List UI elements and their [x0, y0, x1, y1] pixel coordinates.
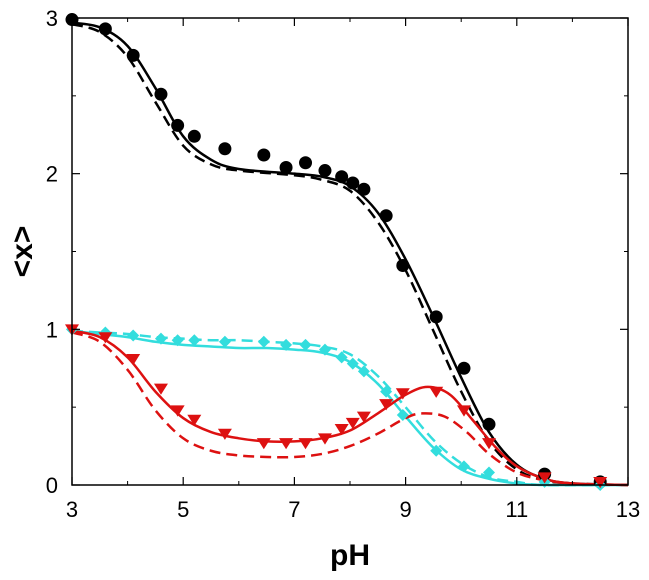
data-point-series-0 [429, 310, 443, 324]
x-tick-label: 7 [288, 497, 300, 522]
tick-labels: 3 5 7 9 11 13 0 1 2 3 [46, 6, 640, 522]
data-point-series-0 [335, 170, 349, 184]
data-point-series-1 [346, 357, 359, 370]
data-point-series-2 [429, 386, 444, 398]
x-tick-label: 3 [66, 497, 78, 522]
data-point-series-1 [335, 351, 348, 364]
data-point-series-2 [395, 388, 410, 400]
data-point-series-0 [98, 22, 112, 36]
data-point-series-2 [379, 399, 394, 411]
data-point-series-0 [396, 259, 410, 273]
data-point-series-2 [298, 438, 313, 450]
dashed-fit-line-series-1 [71, 329, 629, 487]
y-tick-label: 2 [46, 162, 58, 187]
data-point-series-1 [218, 335, 231, 348]
data-point-series-0 [171, 118, 185, 132]
data-point-series-1 [457, 460, 470, 473]
data-points [65, 13, 608, 491]
y-tick-label: 1 [46, 317, 58, 342]
solid-fit-line-series-2 [71, 329, 629, 487]
data-point-series-2 [98, 332, 113, 344]
data-point-series-1 [430, 444, 443, 457]
data-point-series-0 [457, 361, 471, 375]
data-point-series-2 [187, 414, 202, 426]
data-point-series-2 [593, 476, 608, 489]
data-point-series-0 [218, 142, 232, 156]
data-point-series-2 [356, 411, 371, 423]
data-point-series-2 [317, 433, 332, 445]
data-point-series-1 [280, 338, 293, 351]
data-point-series-1 [483, 466, 495, 479]
x-axis-title: pH [330, 539, 370, 572]
x-tick-label: 9 [399, 497, 411, 522]
data-point-series-0 [279, 160, 293, 174]
y-axis-title: <x> [6, 226, 39, 278]
x-tick-label: 11 [505, 497, 528, 522]
data-point-series-2 [279, 438, 294, 450]
data-point-series-1 [318, 343, 331, 356]
data-point-series-1 [257, 335, 270, 348]
data-point-series-1 [171, 334, 184, 347]
data-point-series-2 [537, 472, 552, 484]
data-point-series-0 [482, 417, 496, 431]
data-point-series-2 [153, 383, 168, 395]
data-point-series-1 [396, 408, 409, 421]
data-point-series-2 [482, 438, 496, 450]
axis-ticks [71, 17, 629, 486]
data-point-series-2 [217, 428, 232, 440]
y-tick-label: 3 [46, 6, 58, 31]
x-tick-label: 13 [616, 497, 640, 522]
dashed-fit-line-series-0 [71, 23, 629, 487]
dashed-fit-line-series-2 [71, 331, 629, 487]
data-point-series-0 [187, 129, 201, 143]
data-point-series-2 [456, 405, 471, 417]
data-point-series-1 [127, 329, 140, 342]
data-point-series-2 [256, 438, 271, 450]
data-point-series-0 [318, 164, 332, 178]
y-tick-label: 0 [46, 473, 58, 498]
data-point-series-1 [299, 338, 312, 351]
data-point-series-1 [154, 332, 167, 345]
data-point-series-2 [345, 417, 360, 430]
data-point-series-1 [357, 365, 370, 378]
data-point-series-1 [380, 385, 393, 398]
data-point-series-0 [299, 156, 313, 170]
data-point-series-2 [170, 405, 185, 417]
x-tick-label: 5 [177, 497, 189, 522]
data-point-series-0 [346, 176, 360, 190]
data-point-series-2 [334, 424, 349, 436]
data-point-series-0 [257, 148, 271, 162]
data-point-series-1 [188, 334, 201, 347]
data-point-series-0 [357, 182, 371, 196]
data-point-series-0 [126, 48, 140, 62]
data-point-series-0 [154, 87, 168, 101]
data-point-series-2 [126, 354, 141, 366]
data-point-series-0 [379, 209, 393, 223]
